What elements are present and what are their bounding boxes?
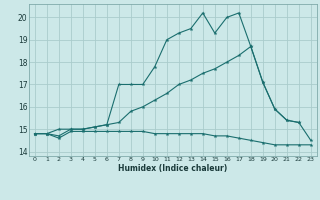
X-axis label: Humidex (Indice chaleur): Humidex (Indice chaleur)	[118, 164, 228, 173]
